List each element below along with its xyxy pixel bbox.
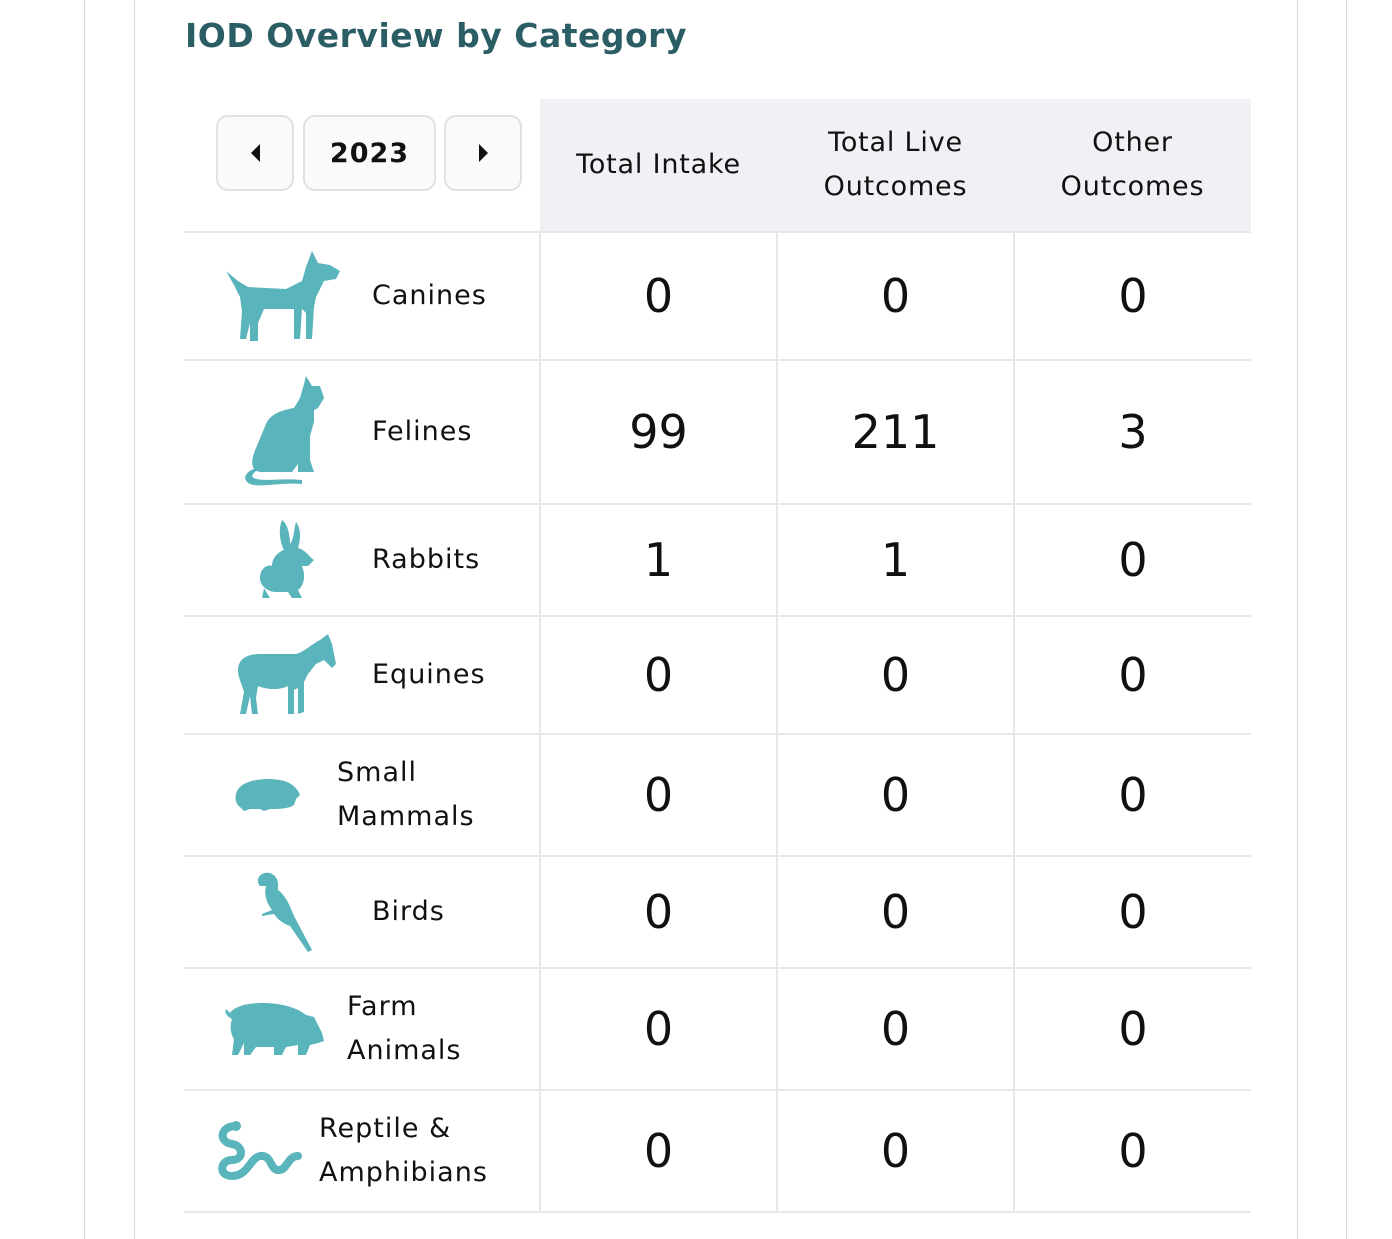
value-total-live-outcomes: 0 <box>777 615 1015 734</box>
category-cell: Small Mammals <box>184 733 541 856</box>
category-label: Felines <box>372 416 473 447</box>
value-total-live-outcomes: 0 <box>777 733 1015 856</box>
value-other-outcomes: 0 <box>1014 1089 1251 1213</box>
value-other-outcomes: 0 <box>1014 855 1251 968</box>
value-other-outcomes: 0 <box>1014 503 1251 616</box>
category-label: Reptile & Amphibians <box>319 1113 488 1188</box>
next-year-button[interactable] <box>444 115 522 191</box>
caret-left-icon <box>250 144 260 162</box>
value-total-intake: 0 <box>540 231 778 360</box>
value-other-outcomes: 0 <box>1014 733 1251 856</box>
value-total-live-outcomes: 0 <box>777 1089 1015 1213</box>
value-total-intake: 1 <box>540 503 778 616</box>
iod-table: 2023 Total Intake Total Live Outcomes Ot… <box>184 99 1251 1213</box>
dog-icon <box>226 247 344 345</box>
page-border-left <box>84 0 85 1239</box>
value-total-live-outcomes: 0 <box>777 231 1015 360</box>
caret-right-icon <box>478 144 488 162</box>
value-other-outcomes: 0 <box>1014 615 1251 734</box>
value-other-outcomes: 0 <box>1014 231 1251 360</box>
category-label: Small Mammals <box>337 757 475 832</box>
table-header-row: 2023 Total Intake Total Live Outcomes Ot… <box>184 99 1251 232</box>
page-border-right <box>1346 0 1347 1239</box>
category-cell: Farm Animals <box>184 967 541 1090</box>
category-label: Birds <box>372 896 445 927</box>
previous-year-button[interactable] <box>216 115 294 191</box>
value-total-live-outcomes: 0 <box>777 967 1015 1090</box>
value-total-intake: 0 <box>540 967 778 1090</box>
value-total-intake: 0 <box>540 855 778 968</box>
guinea-pig-icon <box>234 777 302 813</box>
category-cell: Felines <box>184 359 541 504</box>
column-header-total-live-outcomes: Total Live Outcomes <box>777 99 1014 232</box>
value-other-outcomes: 0 <box>1014 967 1251 1090</box>
snake-icon <box>214 1120 302 1182</box>
table-row-birds: Birds 0 0 0 <box>184 855 1251 968</box>
table-row-felines: Felines 99 211 3 <box>184 359 1251 504</box>
value-total-intake: 0 <box>540 733 778 856</box>
category-cell: Reptile & Amphibians <box>184 1089 541 1213</box>
pig-icon <box>222 999 326 1059</box>
category-cell: Canines <box>184 231 541 360</box>
category-label: Rabbits <box>372 544 481 575</box>
category-label: Equines <box>372 659 486 690</box>
category-cell: Equines <box>184 615 541 734</box>
year-selector-cell: 2023 <box>184 99 540 232</box>
table-row-small-mammals: Small Mammals 0 0 0 <box>184 733 1251 856</box>
value-total-intake: 99 <box>540 359 778 504</box>
table-row-equines: Equines 0 0 0 <box>184 615 1251 734</box>
value-total-intake: 0 <box>540 615 778 734</box>
table-row-farm-animals: Farm Animals 0 0 0 <box>184 967 1251 1090</box>
category-cell: Rabbits <box>184 503 541 616</box>
value-total-intake: 0 <box>540 1089 778 1213</box>
table-row-rabbits: Rabbits 1 1 0 <box>184 503 1251 616</box>
value-other-outcomes: 3 <box>1014 359 1251 504</box>
category-label: Farm Animals <box>347 991 462 1066</box>
panel-title: IOD Overview by Category <box>185 16 687 55</box>
category-label: Canines <box>372 280 487 311</box>
table-row-reptile-amphibians: Reptile & Amphibians 0 0 0 <box>184 1089 1251 1213</box>
category-cell: Birds <box>184 855 541 968</box>
cat-icon <box>244 376 328 488</box>
rabbit-icon <box>258 520 316 600</box>
iod-overview-panel: IOD Overview by Category 2023 Total Inta… <box>134 0 1298 1239</box>
table-row-canines: Canines 0 0 0 <box>184 231 1251 360</box>
value-total-live-outcomes: 211 <box>777 359 1015 504</box>
year-display[interactable]: 2023 <box>303 115 436 191</box>
value-total-live-outcomes: 1 <box>777 503 1015 616</box>
parrot-icon <box>256 872 316 952</box>
column-header-total-intake: Total Intake <box>540 99 777 232</box>
horse-icon <box>236 634 336 716</box>
column-header-other-outcomes: Other Outcomes <box>1014 99 1251 232</box>
value-total-live-outcomes: 0 <box>777 855 1015 968</box>
